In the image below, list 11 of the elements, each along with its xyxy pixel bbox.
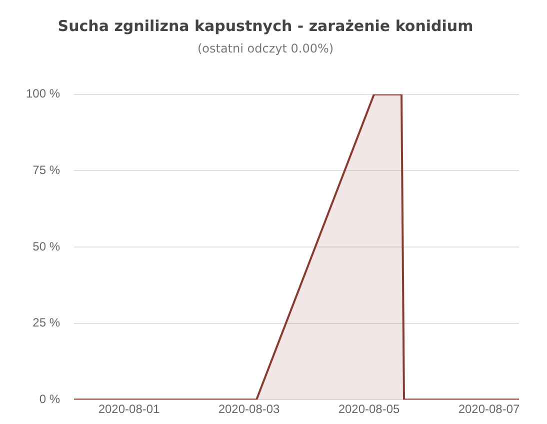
y-tick-label: 50 % xyxy=(32,239,60,254)
y-tick-label: 75 % xyxy=(32,163,60,178)
y-tick-label: 25 % xyxy=(32,316,60,330)
y-tick-label: 100 % xyxy=(26,86,60,101)
chart-title: Sucha zgnilizna kapustnych - zarażenie konidium xyxy=(58,16,474,35)
y-tick-label: 0 % xyxy=(39,392,60,406)
x-tick-label: 2020-08-01 xyxy=(98,402,160,416)
x-tick-label: 2020-08-03 xyxy=(218,402,280,416)
chart-subtitle: (ostatni odczyt 0.00%) xyxy=(197,41,334,56)
x-tick-label: 2020-08-05 xyxy=(338,402,400,416)
x-tick-label: 2020-08-07 xyxy=(458,402,520,416)
